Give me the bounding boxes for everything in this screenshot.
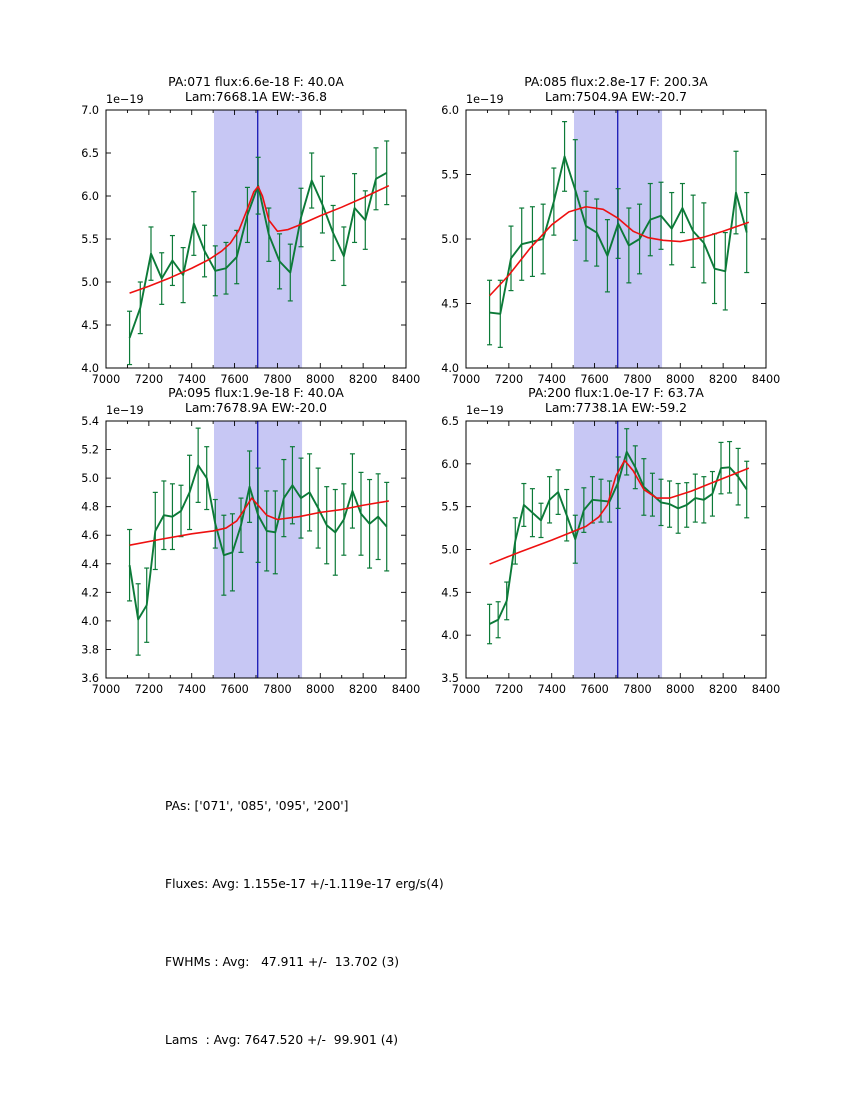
- x-tick-label: 8000: [666, 373, 694, 386]
- y-tick-label: 6.5: [81, 147, 99, 160]
- y-tick-label: 5.4: [81, 415, 99, 428]
- x-tick-label: 8000: [306, 373, 334, 386]
- y-tick-label: 6.0: [81, 190, 99, 203]
- stats-line-lams: Lams : Avg: 7647.520 +/- 99.901 (4): [165, 1033, 399, 1047]
- x-tick-label: 7600: [580, 373, 608, 386]
- x-tick-label: 7200: [495, 373, 523, 386]
- subplot-panel-4: 7000 7200 7400 7600 7800 8000 8200 8400 3.5 4.0 4.…: [441, 385, 780, 696]
- axis-ticks: [105, 109, 407, 369]
- subplot-panel-1: 7000 7200 7400 7600 7800 8000 8200 8400 4.0 4.5 5.…: [81, 74, 420, 386]
- x-tick-label: 8000: [306, 683, 334, 696]
- panel-title-line2: Lam:7738.1A EW:-59.2: [545, 400, 687, 415]
- y-tick-label: 4.5: [81, 319, 99, 332]
- x-tick-label: 8400: [392, 683, 420, 696]
- x-tick-label: 7200: [135, 683, 163, 696]
- model-fit-line: [488, 205, 750, 297]
- x-tick-label: 7000: [92, 683, 120, 696]
- x-tick-label: 7400: [537, 683, 565, 696]
- x-tick-label: 8200: [709, 373, 737, 386]
- x-tick-label: 7400: [537, 373, 565, 386]
- axis-ticks: [465, 420, 767, 679]
- x-tick-label: 7600: [220, 373, 248, 386]
- x-tick-label: 7800: [623, 373, 651, 386]
- x-tick-label: 7000: [452, 373, 480, 386]
- y-tick-label: 6.5: [441, 415, 459, 428]
- y-axis-offset-label: 1e−19: [466, 93, 504, 106]
- stats-line-pas: PAs: ['071', '085', '095', '200']: [165, 799, 349, 813]
- y-tick-label: 4.4: [81, 558, 99, 571]
- y-tick-label: 5.0: [441, 544, 459, 557]
- y-tick-label: 4.0: [441, 629, 459, 642]
- x-tick-label: 8400: [392, 373, 420, 386]
- x-tick-label: 7000: [92, 373, 120, 386]
- x-tick-label: 7200: [495, 683, 523, 696]
- stats-line-fwhms: FWHMs : Avg: 47.911 +/- 13.702 (3): [165, 955, 400, 969]
- x-tick-label: 8400: [752, 373, 780, 386]
- axis-ticks: [465, 109, 767, 369]
- x-tick-label: 7200: [135, 373, 163, 386]
- y-tick-label: 4.0: [441, 362, 459, 375]
- y-axis-offset-label: 1e−19: [106, 93, 144, 106]
- x-tick-label: 8200: [349, 683, 377, 696]
- y-tick-label: 4.0: [81, 362, 99, 375]
- spectrum-line: [128, 171, 388, 339]
- x-tick-label: 7800: [263, 683, 291, 696]
- x-tick-label: 8000: [666, 683, 694, 696]
- panel-title-line1: PA:200 flux:1.0e-17 F: 63.7A: [528, 385, 704, 400]
- x-tick-label: 7600: [220, 683, 248, 696]
- x-tick-label: 7400: [177, 683, 205, 696]
- y-tick-label: 4.2: [81, 586, 99, 599]
- spectrum-line: [128, 464, 388, 621]
- y-tick-label: 5.5: [81, 233, 99, 246]
- x-tick-label: 8400: [752, 683, 780, 696]
- y-axis-offset-label: 1e−19: [106, 404, 144, 417]
- x-tick-label: 8200: [709, 683, 737, 696]
- y-tick-label: 6.0: [441, 104, 459, 117]
- y-tick-label: 3.6: [81, 672, 99, 685]
- y-tick-label: 4.0: [81, 615, 99, 628]
- y-tick-label: 5.0: [81, 276, 99, 289]
- panel-title-line1: PA:095 flux:1.9e-18 F: 40.0A: [168, 385, 344, 400]
- spectrum-line: [489, 450, 748, 625]
- stats-line-fluxes: Fluxes: Avg: 1.155e-17 +/-1.119e-17 erg/…: [165, 877, 444, 891]
- axis-ticks: [105, 420, 407, 679]
- y-tick-label: 7.0: [81, 104, 99, 117]
- x-tick-label: 7600: [580, 683, 608, 696]
- stats-block: PAs: ['071', '085', '095', '200'] Fluxes…: [165, 741, 444, 1100]
- model-fit-line: [129, 184, 390, 294]
- x-tick-label: 7400: [177, 373, 205, 386]
- x-tick-label: 8200: [349, 373, 377, 386]
- y-tick-label: 4.5: [441, 586, 459, 599]
- panel-title-line2: Lam:7504.9A EW:-20.7: [545, 89, 687, 104]
- model-fit-line: [129, 497, 389, 547]
- y-tick-label: 3.8: [81, 643, 99, 656]
- y-tick-label: 4.6: [81, 529, 99, 542]
- y-axis-offset-label: 1e−19: [466, 404, 504, 417]
- y-tick-label: 4.5: [441, 298, 459, 311]
- y-tick-label: 6.0: [441, 458, 459, 471]
- spectrum-line: [489, 155, 748, 315]
- y-tick-label: 5.0: [81, 472, 99, 485]
- y-tick-label: 5.5: [441, 501, 459, 514]
- y-tick-label: 5.0: [441, 233, 459, 246]
- y-tick-label: 3.5: [441, 672, 459, 685]
- x-tick-label: 7000: [452, 683, 480, 696]
- x-tick-label: 7800: [623, 683, 651, 696]
- panel-title-line1: PA:085 flux:2.8e-17 F: 200.3A: [524, 74, 708, 89]
- y-tick-label: 5.5: [441, 169, 459, 182]
- subplot-panel-2: 7000 7200 7400 7600 7800 8000 8200 8400 4.0 4.5 5.…: [441, 74, 780, 386]
- y-tick-label: 4.8: [81, 501, 99, 514]
- x-tick-label: 7800: [263, 373, 291, 386]
- y-tick-label: 5.2: [81, 444, 99, 457]
- model-fit-line: [489, 459, 750, 565]
- panel-title-line2: Lam:7668.1A EW:-36.8: [185, 89, 327, 104]
- panel-title-line2: Lam:7678.9A EW:-20.0: [185, 400, 327, 415]
- spectra-plots-svg: 7000 7200 7400 7600 7800 8000 8200 8400 4.0 4.5 5.…: [81, 74, 780, 696]
- subplot-panel-3: 7000 7200 7400 7600 7800 8000 8200 8400 3.6 3.8 4.…: [81, 385, 420, 696]
- panel-title-line1: PA:071 flux:6.6e-18 F: 40.0A: [168, 74, 344, 89]
